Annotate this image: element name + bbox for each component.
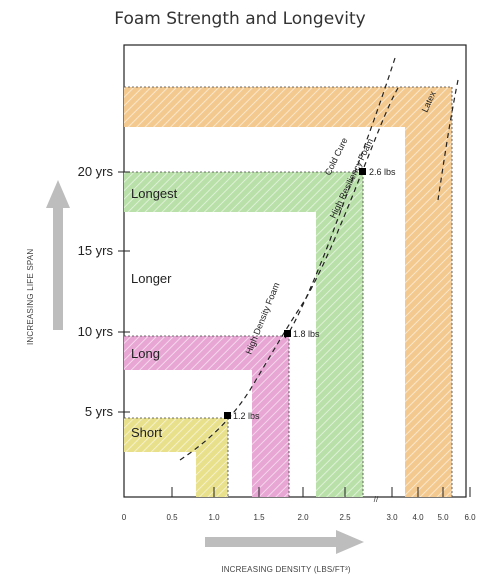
- zone-short-hatch: [124, 418, 228, 497]
- y-tick-15: 15 yrs: [78, 243, 114, 258]
- curve-latex: [437, 79, 459, 201]
- curve-cold-cure: [284, 57, 396, 339]
- point-1-8lbs: [284, 330, 291, 337]
- zone-latex-edge: [124, 86, 453, 497]
- y-tick-10: 10 yrs: [78, 324, 114, 339]
- curve-high-density: [179, 87, 399, 461]
- zone-label-longer: Longer: [131, 271, 172, 286]
- zone-latex-hatch: [124, 87, 452, 497]
- point-label-2-6lbs: 2.6 lbs: [369, 167, 396, 177]
- zone-label-longest: Longest: [131, 186, 178, 201]
- y-tick-5: 5 yrs: [85, 404, 114, 419]
- x-tick-label-2: 1.0: [208, 513, 220, 522]
- point-label-1-8lbs: 1.8 lbs: [293, 329, 320, 339]
- x-tick-label-3: 1.5: [253, 513, 265, 522]
- x-tick-marks: 0 0.5 1.0 1.5 2.0 2.5 3.0 4.0 5.0 6.0: [122, 487, 476, 522]
- x-tick-label-8: 5.0: [437, 513, 449, 522]
- x-tick-label-1: 0.5: [166, 513, 178, 522]
- x-tick-label-4: 2.0: [297, 513, 309, 522]
- point-2-6lbs: [359, 168, 366, 175]
- axis-break-mark: //: [374, 495, 379, 504]
- y-axis-label: INCREASING LIFE SPAN: [26, 249, 35, 345]
- x-tick-label-0: 0: [122, 513, 127, 522]
- point-label-1-2lbs: 1.2 lbs: [233, 411, 260, 421]
- x-axis-label: INCREASING DENSITY (LBS/FT³): [221, 565, 351, 574]
- point-1-2lbs: [224, 412, 231, 419]
- curves-layer: [179, 57, 459, 461]
- x-axis-arrow: [205, 530, 364, 554]
- zone-long-hatch: [124, 336, 289, 497]
- y-axis-arrow: [46, 180, 70, 330]
- zones-layer: [124, 86, 453, 497]
- chart-title: Foam Strength and Longevity: [114, 9, 365, 29]
- zone-label-short: Short: [131, 425, 162, 440]
- zone-label-long: Long: [131, 346, 160, 361]
- y-tick-marks: [118, 171, 130, 413]
- y-tick-20: 20 yrs: [78, 164, 114, 179]
- x-tick-label-7: 4.0: [412, 513, 424, 522]
- x-tick-label-5: 2.5: [339, 513, 351, 522]
- x-tick-label-9: 6.0: [464, 513, 476, 522]
- zone-longest-hatch: [124, 172, 363, 497]
- x-tick-label-6: 3.0: [386, 513, 398, 522]
